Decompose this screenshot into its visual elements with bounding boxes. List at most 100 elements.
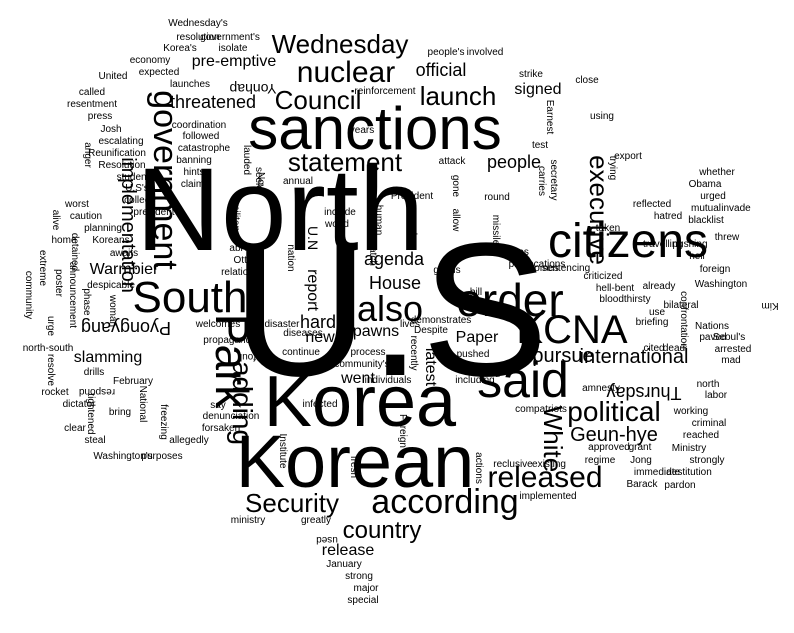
cloud-word: mad: [721, 355, 741, 366]
cloud-word: international: [579, 346, 689, 368]
cloud-word: foul: [239, 351, 257, 362]
cloud-word: KCNA: [516, 308, 628, 352]
cloud-word: Watch: [367, 238, 378, 266]
cloud-word: human: [373, 204, 384, 236]
cloud-word: political: [567, 396, 661, 427]
cloud-word: propaganda: [203, 335, 257, 346]
cloud-word: coordination: [171, 120, 227, 131]
cloud-word: Otto: [233, 255, 253, 266]
cloud-word: Nations: [695, 321, 729, 332]
cloud-word: claims: [180, 179, 210, 190]
cloud-word: denunciation: [202, 411, 260, 422]
cloud-word: Seoul's: [712, 332, 746, 343]
cloud-word: according: [371, 483, 519, 521]
cloud-word: sees: [199, 207, 210, 229]
cloud-word: grant: [628, 442, 652, 453]
cloud-word: test: [531, 140, 549, 151]
cloud-word: bilateral: [663, 300, 699, 311]
cloud-word: Resolution: [98, 160, 146, 171]
cloud-word: allow: [450, 208, 461, 232]
cloud-word: worst: [65, 199, 89, 210]
cloud-word: community's: [334, 359, 390, 370]
cloud-word: freezing: [158, 404, 169, 440]
cloud-word: lauded: [241, 144, 252, 176]
cloud-word: banning: [176, 155, 212, 166]
cloud-word: January: [326, 559, 362, 570]
cloud-word: use: [648, 307, 666, 318]
cloud-word: include: [324, 207, 356, 218]
cloud-word: pre-emptive: [191, 53, 277, 70]
cloud-word: briefing: [635, 317, 669, 328]
cloud-word: expected: [138, 67, 180, 78]
cloud-word: Institute: [277, 433, 288, 469]
cloud-word: allegedly: [169, 435, 209, 446]
cloud-word: House: [368, 273, 422, 293]
cloud-word: attack: [438, 156, 466, 167]
cloud-word: alive: [50, 209, 61, 231]
cloud-word: process: [350, 347, 386, 358]
cloud-word: cited: [643, 343, 665, 354]
cloud-word: home: [51, 235, 77, 246]
cloud-word: pushing: [672, 239, 708, 250]
cloud-word: dead: [662, 343, 686, 354]
cloud-word: confrontation: [678, 291, 689, 349]
cloud-word: Reunification: [88, 148, 146, 159]
cloud-word: sanctions: [248, 95, 502, 162]
cloud-word: relations: [221, 267, 259, 278]
cloud-word: invade: [721, 203, 751, 214]
cloud-word: secretary: [548, 159, 559, 201]
cloud-word: Washington: [694, 279, 748, 290]
cloud-word: report: [304, 269, 321, 311]
cloud-word: hard: [299, 312, 337, 332]
cloud-word: export: [614, 151, 642, 162]
cloud-word: called: [78, 87, 106, 98]
cloud-word: already: [642, 281, 676, 292]
cloud-word: student: [116, 172, 150, 183]
cloud-word: drills: [83, 367, 105, 378]
cloud-word: demonstrates: [410, 315, 472, 326]
cloud-word: Koreans: [92, 235, 130, 246]
cloud-word: pardon: [664, 480, 696, 491]
cloud-word: recently: [408, 335, 419, 371]
cloud-word: reflected: [632, 199, 672, 210]
cloud-word: forsaken: [201, 423, 241, 434]
cloud-word: Pyongyang: [80, 318, 172, 338]
cloud-word: annual: [282, 176, 314, 187]
cloud-word: Korea's: [163, 43, 197, 54]
cloud-word: nation: [285, 244, 296, 272]
cloud-word: dictator: [62, 399, 96, 410]
cloud-word: United: [98, 71, 128, 82]
cloud-word: including: [455, 375, 495, 386]
cloud-word: greatly: [300, 515, 332, 526]
cloud-word: disaster: [264, 319, 300, 330]
cloud-word: infected: [302, 399, 338, 410]
cloud-word: threw: [714, 232, 740, 243]
cloud-word: whether: [699, 167, 735, 178]
cloud-word: latest: [422, 347, 439, 387]
cloud-word: also: [356, 288, 424, 329]
cloud-word: criticized: [583, 271, 623, 282]
cloud-word: military: [230, 202, 241, 234]
cloud-word: economy: [129, 55, 171, 66]
cloud-word: actions: [473, 452, 484, 484]
cloud-word: hatred: [653, 211, 683, 222]
cloud-word: followed: [182, 131, 220, 142]
cloud-word: government's: [200, 32, 260, 43]
cloud-word: reclusive: [493, 459, 533, 470]
cloud-word: Council: [274, 85, 362, 115]
cloud-word: hints: [183, 167, 205, 178]
cloud-word: launches: [169, 79, 211, 90]
cloud-word: Security: [245, 488, 339, 518]
cloud-word: planning: [84, 223, 122, 234]
cloud-word: rocket: [41, 387, 69, 398]
cloud-word: college: [124, 195, 156, 206]
cloud-word: gone: [450, 174, 461, 198]
cloud-word: reached: [682, 430, 720, 441]
cloud-word: implemented: [519, 491, 577, 502]
cloud-word: urge: [45, 315, 56, 337]
cloud-word: Ministry: [671, 443, 707, 454]
cloud-word: Warmbier: [89, 261, 159, 278]
cloud-word: Wednesday's: [168, 18, 228, 29]
cloud-word: Earnest: [544, 99, 555, 135]
cloud-word: compatriots: [515, 404, 567, 415]
